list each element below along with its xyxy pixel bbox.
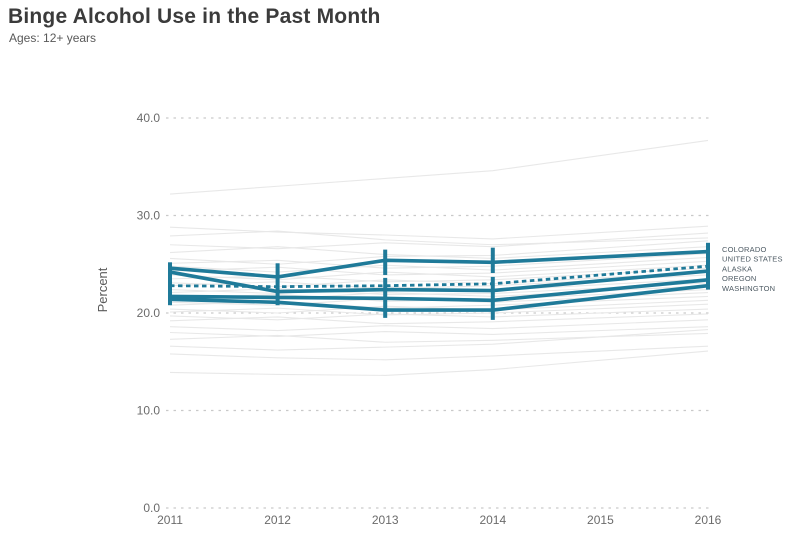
background-state-line-27: [169, 345, 709, 361]
series-line-alaska: [169, 269, 709, 294]
x-tick-label-2013: 2013: [372, 513, 399, 527]
chart-title: Binge Alcohol Use in the Past Month: [8, 5, 381, 28]
y-tick-label-20: 20.0: [137, 306, 161, 320]
background-state-line-24: [169, 326, 709, 337]
x-tick-label-2015: 2015: [587, 513, 614, 527]
legend-label-oregon: OREGON: [722, 274, 757, 283]
legend-label-united-states: UNITED STATES: [722, 255, 783, 264]
x-tick-label-2012: 2012: [264, 513, 291, 527]
legend-label-washington: WASHINGTON: [722, 284, 775, 293]
background-state-line-26: [169, 329, 709, 351]
chart-subtitle: Ages: 12+ years: [9, 31, 97, 45]
y-tick-label-10: 10.0: [137, 404, 161, 418]
y-tick-label-0: 0.0: [143, 501, 160, 515]
background-state-line-1: [169, 225, 709, 240]
series-line-colorado: [169, 249, 709, 279]
y-tick-label-30: 30.0: [137, 209, 161, 223]
background-state-line-22: [169, 313, 709, 325]
y-tick-label-40: 40.0: [137, 111, 161, 125]
series-line-washington: [169, 283, 709, 312]
x-tick-label-2014: 2014: [479, 513, 506, 527]
x-tick-label-2016: 2016: [695, 513, 722, 527]
y-axis-title: Percent: [95, 267, 110, 312]
background-state-line-23: [169, 319, 709, 332]
background-state-line-0: [169, 139, 709, 195]
background-state-line-25: [169, 332, 709, 343]
series-line-united-states: [169, 264, 709, 289]
legend-label-alaska: ALASKA: [722, 264, 752, 273]
background-state-line-3: [169, 232, 709, 250]
series-line-oregon: [169, 278, 709, 303]
background-state-line-28: [169, 350, 709, 376]
x-tick-label-2011: 2011: [157, 513, 183, 527]
legend-label-colorado: COLORADO: [722, 245, 767, 254]
